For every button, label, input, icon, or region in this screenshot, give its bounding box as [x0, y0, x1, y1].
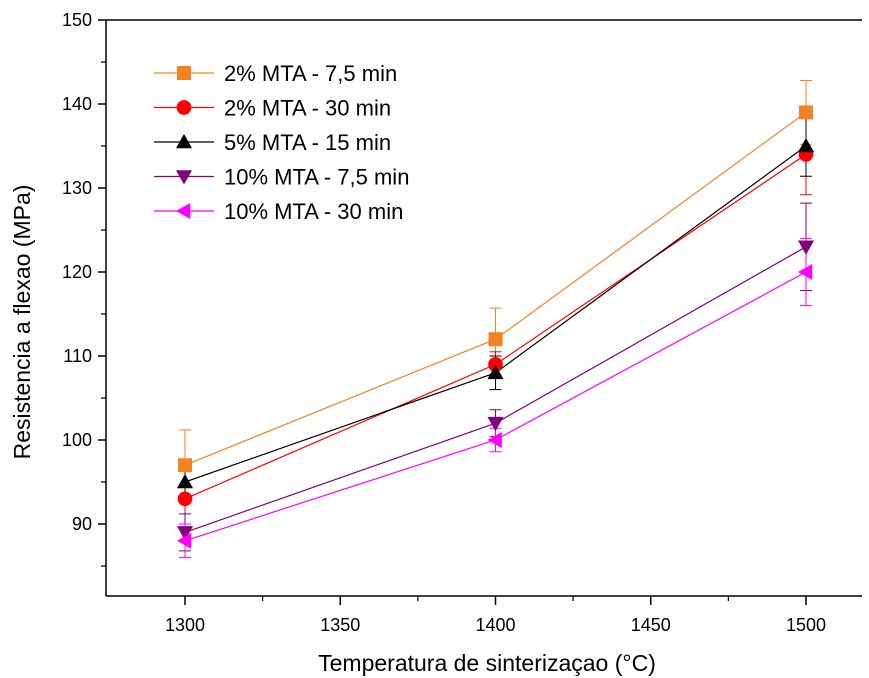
x-tick-label: 1450	[631, 615, 671, 635]
legend-marker	[175, 202, 191, 220]
data-point	[488, 332, 503, 347]
legend-marker	[176, 100, 192, 115]
y-tick-label: 130	[62, 178, 92, 198]
data-point	[176, 526, 194, 541]
legend-label: 10% MTA - 7,5 min	[224, 165, 409, 190]
x-axis-label: Temperatura de sinterizaçao (°C)	[318, 650, 656, 676]
legend-label: 5% MTA - 15 min	[224, 130, 391, 155]
y-tick-label: 110	[63, 346, 92, 366]
data-point	[488, 357, 503, 372]
data-point	[487, 431, 502, 449]
data-point	[797, 137, 815, 153]
series-markers	[176, 105, 815, 549]
y-tick-label: 90	[72, 514, 92, 534]
x-tick-label: 1350	[320, 615, 360, 635]
x-tick-label: 1500	[786, 615, 826, 635]
y-tick-label: 100	[62, 430, 92, 450]
y-tick-label: 140	[62, 94, 92, 114]
data-point	[178, 458, 192, 473]
legend: 2% MTA - 7,5 min 2% MTA - 30 min 5% MTA - …	[154, 61, 409, 224]
axes: 1300 1350 1400 1450 1500 90 100 110 120 130 140 150	[62, 10, 862, 635]
legend-marker	[175, 133, 193, 149]
y-tick-label: 120	[62, 262, 92, 282]
data-point	[487, 416, 504, 432]
legend-label: 2% MTA - 30 min	[224, 96, 391, 121]
legend-marker	[177, 66, 191, 80]
data-point	[797, 240, 815, 255]
data-point	[797, 263, 813, 281]
data-point	[799, 105, 813, 120]
legend-label: 10% MTA - 30 min	[224, 199, 403, 224]
data-point	[177, 491, 193, 507]
y-axis-label: Resistencia a flexao (MPa)	[9, 185, 35, 460]
data-point	[176, 532, 192, 549]
x-tick-label: 1400	[475, 615, 515, 635]
legend-marker	[175, 170, 193, 185]
data-point	[487, 364, 504, 380]
x-tick-label: 1300	[165, 615, 205, 635]
legend-label: 2% MTA - 7,5 min	[224, 61, 397, 86]
data-point	[176, 473, 194, 489]
y-tick-label: 150	[62, 10, 92, 30]
